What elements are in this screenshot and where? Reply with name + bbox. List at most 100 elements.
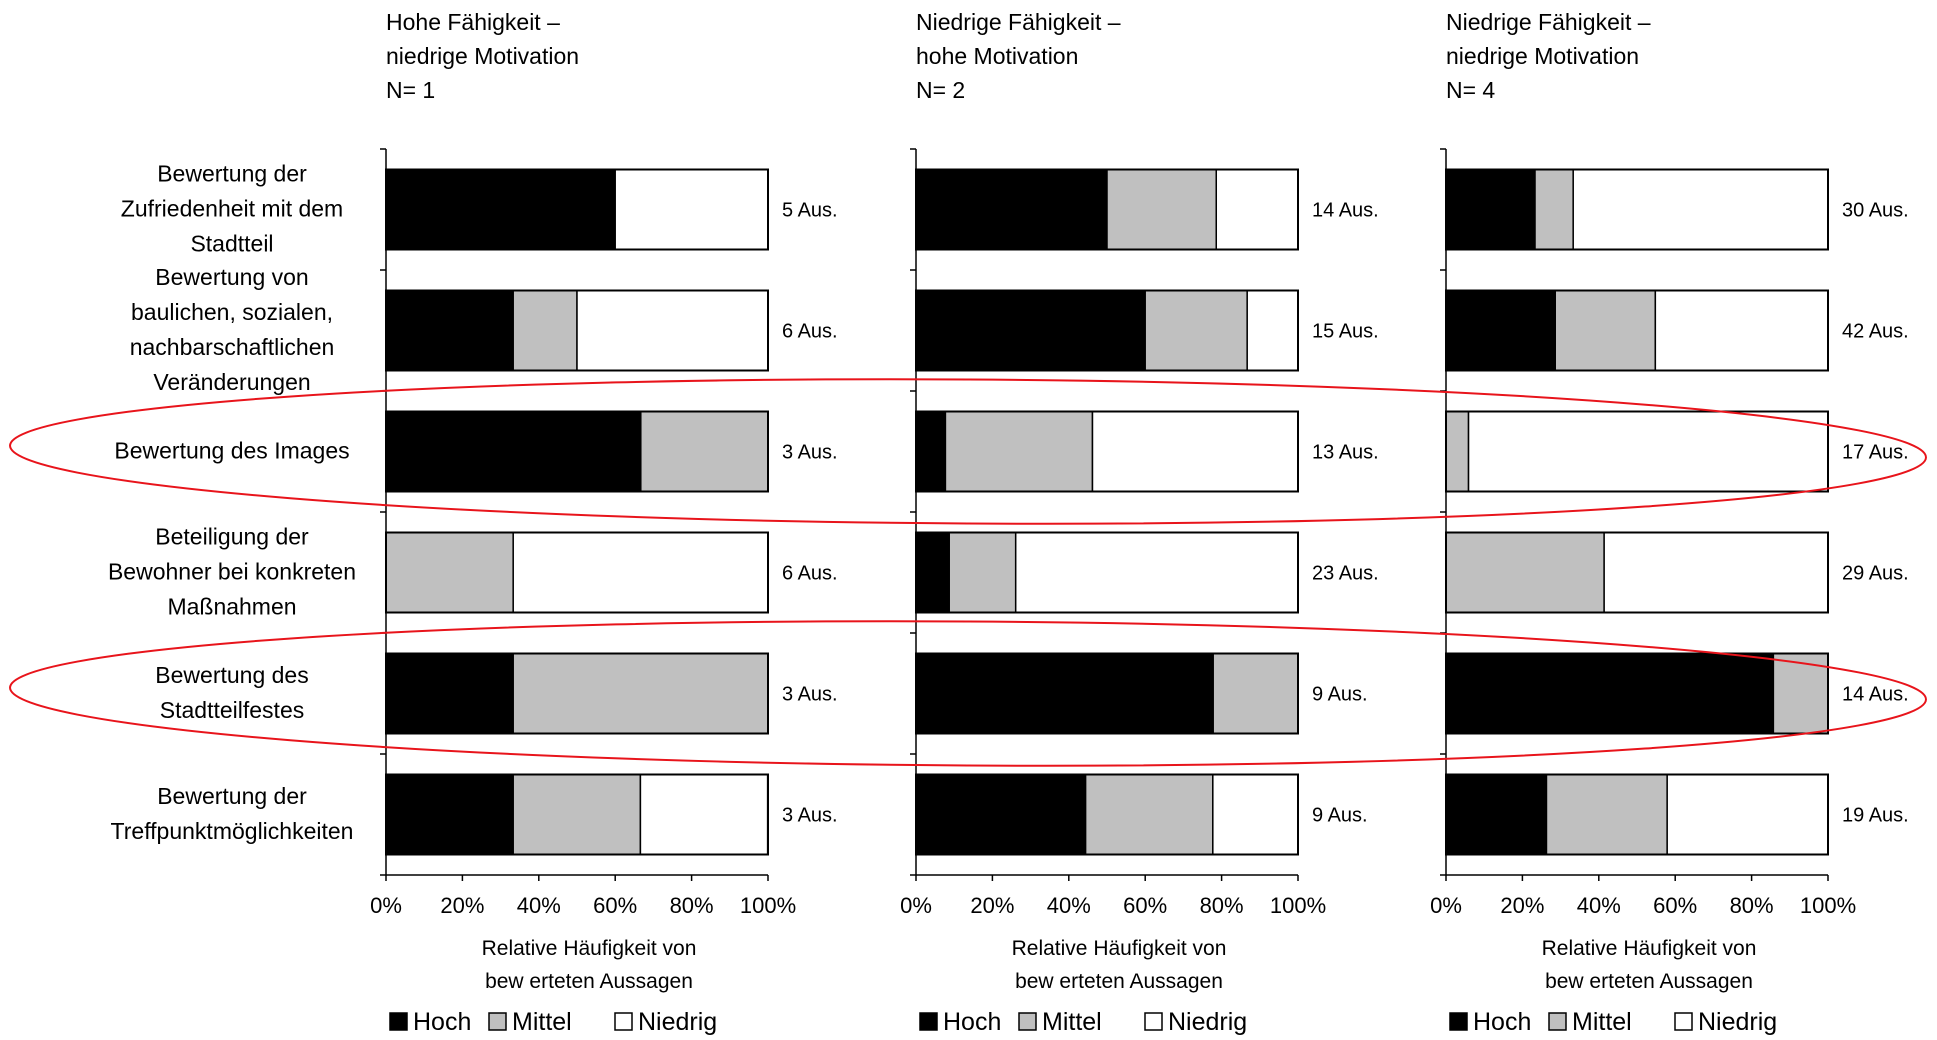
bar-outline bbox=[1445, 168, 1829, 251]
category-label: baulichen, sozialen, bbox=[131, 299, 333, 325]
bar-segment-niedrig bbox=[614, 168, 769, 251]
bar-count-label: 5 Aus. bbox=[782, 200, 838, 222]
legend-label-mittel: Mittel bbox=[512, 1008, 572, 1036]
x-axis-label: Relative Häufigkeit von bbox=[482, 937, 697, 960]
panel-title: Niedrige Fähigkeit – bbox=[916, 9, 1121, 35]
bar-segment-mittel bbox=[1144, 289, 1248, 372]
category-label: Maßnahmen bbox=[167, 594, 296, 620]
bar-outline bbox=[1445, 652, 1829, 735]
bar-segment-mittel bbox=[948, 531, 1017, 614]
bar-segment-hoch bbox=[385, 289, 514, 372]
bar-outline bbox=[1445, 773, 1829, 856]
category-label: Stadtteil bbox=[190, 231, 273, 257]
legend-label-mittel: Mittel bbox=[1572, 1008, 1632, 1036]
bar-segment-niedrig bbox=[512, 531, 769, 614]
bar-segment-hoch bbox=[1445, 652, 1775, 735]
bar-segment-mittel bbox=[512, 289, 578, 372]
x-tick-label: 80% bbox=[670, 893, 714, 918]
bar-segment-hoch bbox=[385, 773, 514, 856]
x-tick-label: 80% bbox=[1200, 893, 1244, 918]
legend-label-hoch: Hoch bbox=[1473, 1008, 1531, 1036]
bar-outline bbox=[915, 652, 1299, 735]
bar-outline bbox=[915, 410, 1299, 493]
bar-segment-mittel bbox=[1554, 289, 1657, 372]
legend-label-niedrig: Niedrig bbox=[1698, 1008, 1777, 1036]
bar-segment-niedrig bbox=[1654, 289, 1829, 372]
bar-segment-mittel bbox=[1084, 773, 1214, 856]
bar-segment-niedrig bbox=[1091, 410, 1299, 493]
bar-count-label: 15 Aus. bbox=[1312, 321, 1379, 343]
category-label: Bewertung der bbox=[157, 161, 307, 187]
legend-swatch-mittel bbox=[488, 1012, 507, 1031]
bar-segment-mittel bbox=[512, 773, 642, 856]
bar-count-label: 29 Aus. bbox=[1842, 563, 1909, 585]
bar-outline bbox=[915, 168, 1299, 251]
bar-count-label: 30 Aus. bbox=[1842, 200, 1909, 222]
panel-title: N= 4 bbox=[1446, 77, 1495, 103]
legend-label-hoch: Hoch bbox=[943, 1008, 1001, 1036]
bar-count-label: 42 Aus. bbox=[1842, 321, 1909, 343]
category-label: Bewertung der bbox=[157, 783, 307, 809]
legend-label-niedrig: Niedrig bbox=[638, 1008, 717, 1036]
bar-segment-hoch bbox=[915, 773, 1087, 856]
legend-label-mittel: Mittel bbox=[1042, 1008, 1102, 1036]
bar-segment-hoch bbox=[915, 289, 1146, 372]
bar-count-label: 23 Aus. bbox=[1312, 563, 1379, 585]
panel-title: niedrige Motivation bbox=[386, 43, 579, 69]
bar-segment-niedrig bbox=[576, 289, 769, 372]
panel-title: N= 1 bbox=[386, 77, 435, 103]
bar-outline bbox=[1445, 410, 1829, 493]
category-label: Bewohner bei konkreten bbox=[108, 559, 356, 585]
bar-segment-mittel bbox=[640, 410, 769, 493]
x-tick-label: 40% bbox=[1577, 893, 1621, 918]
x-tick-label: 20% bbox=[440, 893, 484, 918]
bar-count-label: 6 Aus. bbox=[782, 563, 838, 585]
x-tick-label: 100% bbox=[740, 893, 796, 918]
bar-segment-hoch bbox=[385, 410, 642, 493]
bar-segment-niedrig bbox=[639, 773, 769, 856]
legend-swatch-niedrig bbox=[1144, 1012, 1163, 1031]
bar-segment-hoch bbox=[915, 531, 950, 614]
bar-segment-mittel bbox=[944, 410, 1094, 493]
x-axis-label: Relative Häufigkeit von bbox=[1542, 937, 1757, 960]
bar-segment-hoch bbox=[915, 168, 1108, 251]
category-label: Treffpunktmöglichkeiten bbox=[111, 818, 354, 844]
x-tick-label: 60% bbox=[1653, 893, 1697, 918]
bar-segment-hoch bbox=[1445, 289, 1557, 372]
x-tick-label: 60% bbox=[1123, 893, 1167, 918]
legend-swatch-hoch bbox=[919, 1012, 938, 1031]
x-tick-label: 0% bbox=[900, 893, 932, 918]
panel-title: niedrige Motivation bbox=[1446, 43, 1639, 69]
category-label: Stadtteilfestes bbox=[160, 697, 304, 723]
bar-count-label: 14 Aus. bbox=[1842, 684, 1909, 706]
bar-count-label: 14 Aus. bbox=[1312, 200, 1379, 222]
category-label: Zufriedenheit mit dem bbox=[121, 196, 343, 222]
legend-swatch-hoch bbox=[389, 1012, 408, 1031]
bar-count-label: 19 Aus. bbox=[1842, 805, 1909, 827]
bar-segment-hoch bbox=[1445, 773, 1548, 856]
x-tick-label: 40% bbox=[517, 893, 561, 918]
panel-title: N= 2 bbox=[916, 77, 965, 103]
x-axis-label: bew erteten Aussagen bbox=[1545, 970, 1753, 993]
bar-outline bbox=[1445, 531, 1829, 614]
category-label: Bewertung des bbox=[155, 662, 308, 688]
category-label: Bewertung von bbox=[155, 264, 308, 290]
bar-outline bbox=[385, 168, 769, 251]
x-tick-label: 20% bbox=[970, 893, 1014, 918]
x-tick-label: 80% bbox=[1730, 893, 1774, 918]
bar-segment-mittel bbox=[512, 652, 769, 735]
bar-segment-mittel bbox=[385, 531, 514, 614]
legend-swatch-niedrig bbox=[1674, 1012, 1693, 1031]
legend-label-hoch: Hoch bbox=[413, 1008, 471, 1036]
bar-segment-mittel bbox=[1212, 652, 1299, 735]
bar-segment-hoch bbox=[915, 652, 1214, 735]
bar-segment-mittel bbox=[1545, 773, 1668, 856]
bar-segment-mittel bbox=[1534, 168, 1574, 251]
bar-segment-niedrig bbox=[1215, 168, 1299, 251]
bar-outline bbox=[385, 773, 769, 856]
bar-segment-niedrig bbox=[1212, 773, 1299, 856]
panel-title: hohe Motivation bbox=[916, 43, 1078, 69]
bar-outline bbox=[915, 289, 1299, 372]
bar-segment-mittel bbox=[1445, 410, 1470, 493]
